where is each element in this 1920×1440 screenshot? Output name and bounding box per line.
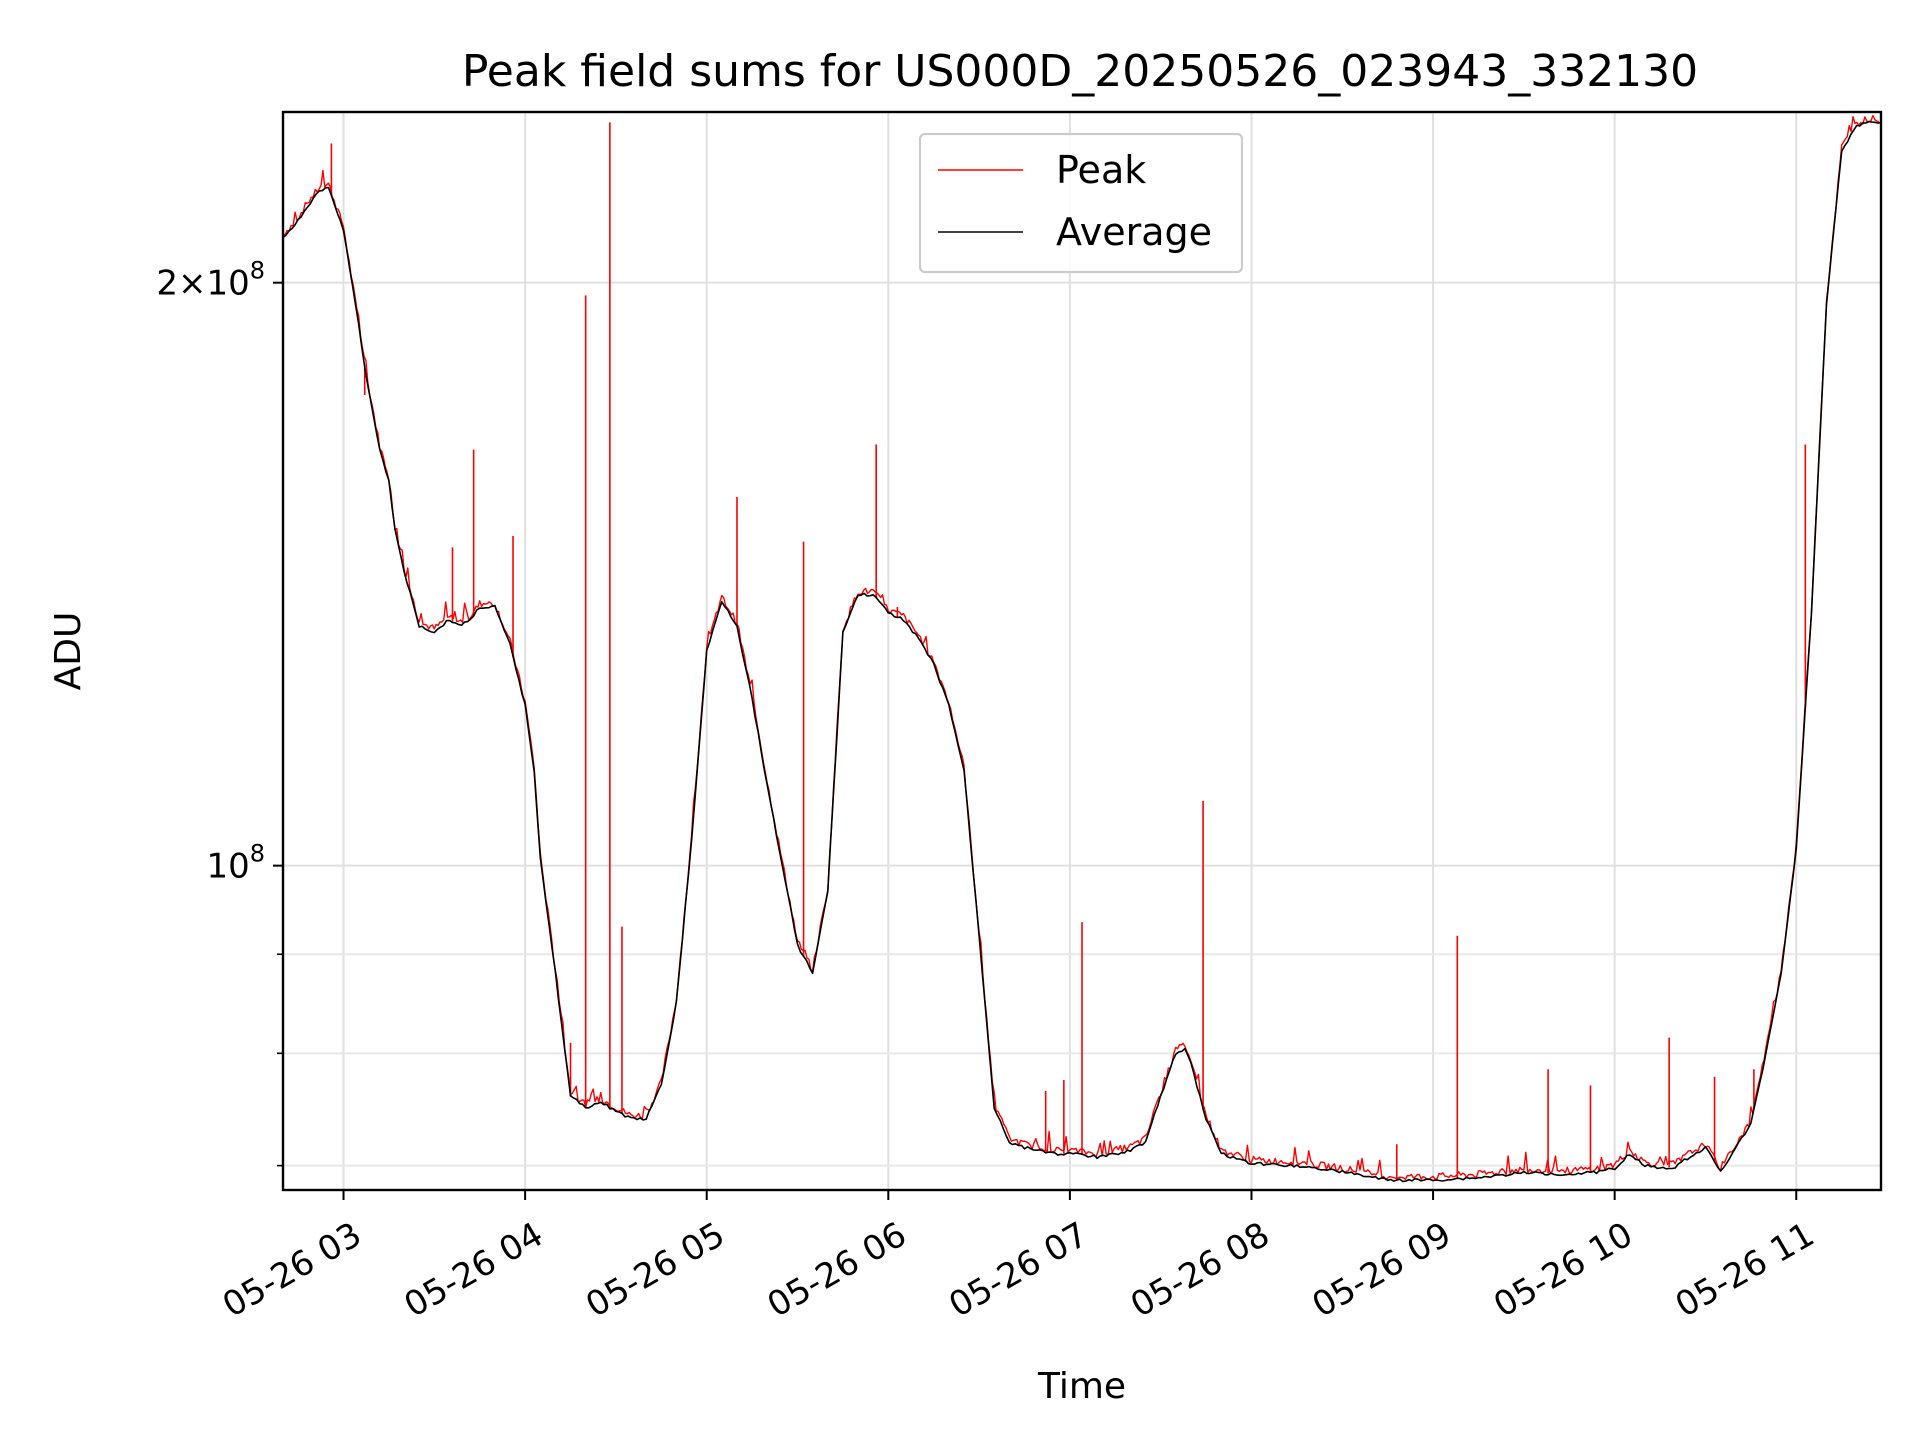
- series-peak-line: [282, 114, 1880, 1181]
- x-tick-label: 05-26 11: [1669, 1215, 1821, 1326]
- x-tick-label: 05-26 10: [1487, 1215, 1639, 1326]
- y-tick-label: 108: [206, 840, 265, 887]
- legend-label-average: Average: [1056, 210, 1212, 254]
- x-tick-label: 05-26 05: [579, 1215, 731, 1326]
- legend: Peak Average: [918, 132, 1244, 274]
- x-tick-label: 05-26 03: [216, 1215, 368, 1326]
- chart-title: Peak field sums for US000D_20250526_0239…: [462, 46, 1698, 97]
- y-axis-label: ADU: [48, 612, 89, 691]
- y-tick-label-base: 2×10: [156, 264, 249, 304]
- legend-box: [918, 132, 1244, 274]
- x-tick-label: 05-26 04: [398, 1215, 550, 1326]
- series-average-line: [282, 120, 1882, 1183]
- legend-label-peak: Peak: [1056, 148, 1146, 192]
- x-tick-label: 05-26 06: [761, 1215, 913, 1326]
- y-tick-label-base: 10: [206, 847, 249, 887]
- y-tick-label-exponent: 8: [250, 840, 265, 868]
- y-tick-label-exponent: 8: [250, 257, 265, 285]
- series-layer: [282, 114, 1882, 1183]
- plot-frame: [281, 110, 1883, 1192]
- x-axis-label: Time: [1037, 1366, 1126, 1407]
- x-tick-label: 05-26 08: [1124, 1215, 1276, 1326]
- y-tick-label: 2×108: [156, 257, 265, 304]
- x-tick-label: 05-26 09: [1306, 1215, 1458, 1326]
- x-tick-label: 05-26 07: [942, 1215, 1094, 1326]
